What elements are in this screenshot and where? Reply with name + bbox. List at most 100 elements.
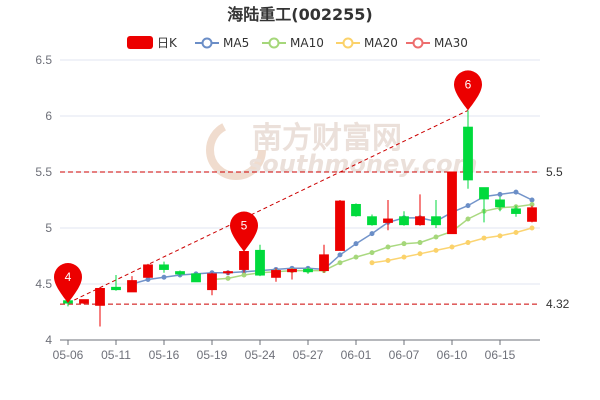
candle <box>351 203 361 217</box>
legend-item-ma20[interactable]: MA20 <box>336 36 398 50</box>
pin-label: 5 <box>241 219 248 233</box>
chart-title: 海陆重工(002255) <box>227 5 372 24</box>
axes: 4 4.5 5 5.5 6 6.5 05-06 05-11 05-16 05-19 05-24 05-… <box>35 53 540 362</box>
y-tick-label: 4.5 <box>35 277 52 291</box>
ma10-point <box>241 272 247 278</box>
x-tick-label: 05-16 <box>149 348 180 362</box>
candle <box>207 272 217 296</box>
candle-body <box>463 126 473 181</box>
ma5-point <box>513 189 519 195</box>
legend-item-kline[interactable]: 日K <box>127 36 178 50</box>
candle-body <box>399 216 409 226</box>
legend-kline-swatch <box>127 36 153 49</box>
legend-ma5-label: MA5 <box>223 36 249 50</box>
candle <box>191 272 201 283</box>
x-tick-label: 05-11 <box>101 348 131 362</box>
candle <box>223 270 233 276</box>
x-tick-label: 06-10 <box>437 348 468 362</box>
candle <box>415 194 425 226</box>
candle-body <box>239 251 249 270</box>
watermark-en: southmoney.com <box>248 150 478 178</box>
candle <box>287 268 297 280</box>
ma20-point <box>529 225 535 231</box>
legend-item-ma10[interactable]: MA10 <box>262 36 324 50</box>
pin-shape <box>230 211 258 252</box>
candle-body <box>511 208 521 214</box>
pin-marker: 4 <box>54 263 82 304</box>
reference-lines: 5.5 4.32 <box>60 165 570 311</box>
pin-label: 6 <box>465 77 472 91</box>
candle <box>399 211 409 226</box>
candle <box>159 261 169 273</box>
candle-body <box>447 171 457 235</box>
ma10-point <box>433 234 439 240</box>
x-tick-label: 05-27 <box>293 348 324 362</box>
candles <box>63 110 537 327</box>
legend-kline-label: 日K <box>157 36 178 50</box>
candle-body <box>175 271 185 275</box>
y-tick-label: 5 <box>45 221 52 235</box>
ma10-point <box>369 250 375 256</box>
legend-ma10-marker <box>268 37 280 49</box>
y-tick-label: 5.5 <box>35 165 52 179</box>
legend-ma10-label: MA10 <box>290 36 324 50</box>
y-tick-label: 6 <box>45 109 52 123</box>
x-tick-label: 06-01 <box>341 348 372 362</box>
ma20-point <box>449 244 455 250</box>
x-tick-label: 05-24 <box>245 348 276 362</box>
candle-body <box>479 187 489 200</box>
candle <box>239 250 249 273</box>
candle-body <box>527 207 537 222</box>
ma20-point <box>417 251 423 257</box>
watermark-cn: 南方财富网 <box>252 121 402 156</box>
candle-body <box>271 270 281 278</box>
candle <box>431 200 441 228</box>
pin-marker: 6 <box>454 70 482 111</box>
candle-body <box>415 216 425 226</box>
ma5-point <box>337 252 343 258</box>
candle <box>319 244 329 273</box>
ma20-point <box>401 254 407 260</box>
ma10-point <box>385 244 391 250</box>
pin-label: 4 <box>65 270 72 284</box>
pin-marker: 5 <box>230 211 258 252</box>
ma5-point <box>369 231 375 237</box>
candle-body <box>255 249 265 276</box>
watermark-logo <box>206 120 266 180</box>
ma5-point <box>529 197 535 203</box>
y-tick-label: 6.5 <box>35 53 52 67</box>
ma10-point <box>353 254 359 260</box>
legend: 日K MA5 MA10 MA20 MA30 <box>127 36 468 50</box>
candle <box>383 200 393 231</box>
ma5-point <box>161 274 167 280</box>
legend-ma30-label: MA30 <box>434 36 468 50</box>
candle-body <box>127 280 137 293</box>
candle-body <box>351 203 361 217</box>
reference-label: 5.5 <box>546 165 563 179</box>
legend-item-ma30[interactable]: MA30 <box>406 36 468 50</box>
ma20-point <box>481 235 487 241</box>
candle <box>271 268 281 282</box>
y-tick-label: 4 <box>45 333 52 347</box>
candle-body <box>143 264 153 278</box>
candle-body <box>95 287 105 306</box>
ma20-point <box>513 229 519 235</box>
candle <box>303 267 313 274</box>
x-tick-label: 06-15 <box>485 348 516 362</box>
trend-dashed-line <box>67 109 469 304</box>
watermark: 南方财富网 southmoney.com <box>206 120 478 180</box>
legend-ma30-marker <box>412 37 424 49</box>
candle <box>479 187 489 223</box>
legend-ma5-marker <box>201 37 213 49</box>
ma10-point <box>417 240 423 246</box>
x-tick-label: 05-19 <box>197 348 228 362</box>
legend-ma20-marker <box>342 37 354 49</box>
candle <box>79 299 89 305</box>
candle-body <box>207 273 217 291</box>
legend-item-ma5[interactable]: MA5 <box>195 36 249 50</box>
pin-shape <box>54 263 82 304</box>
x-tick-label: 05-06 <box>53 348 84 362</box>
ma5-point <box>353 241 359 247</box>
candle <box>111 275 121 291</box>
